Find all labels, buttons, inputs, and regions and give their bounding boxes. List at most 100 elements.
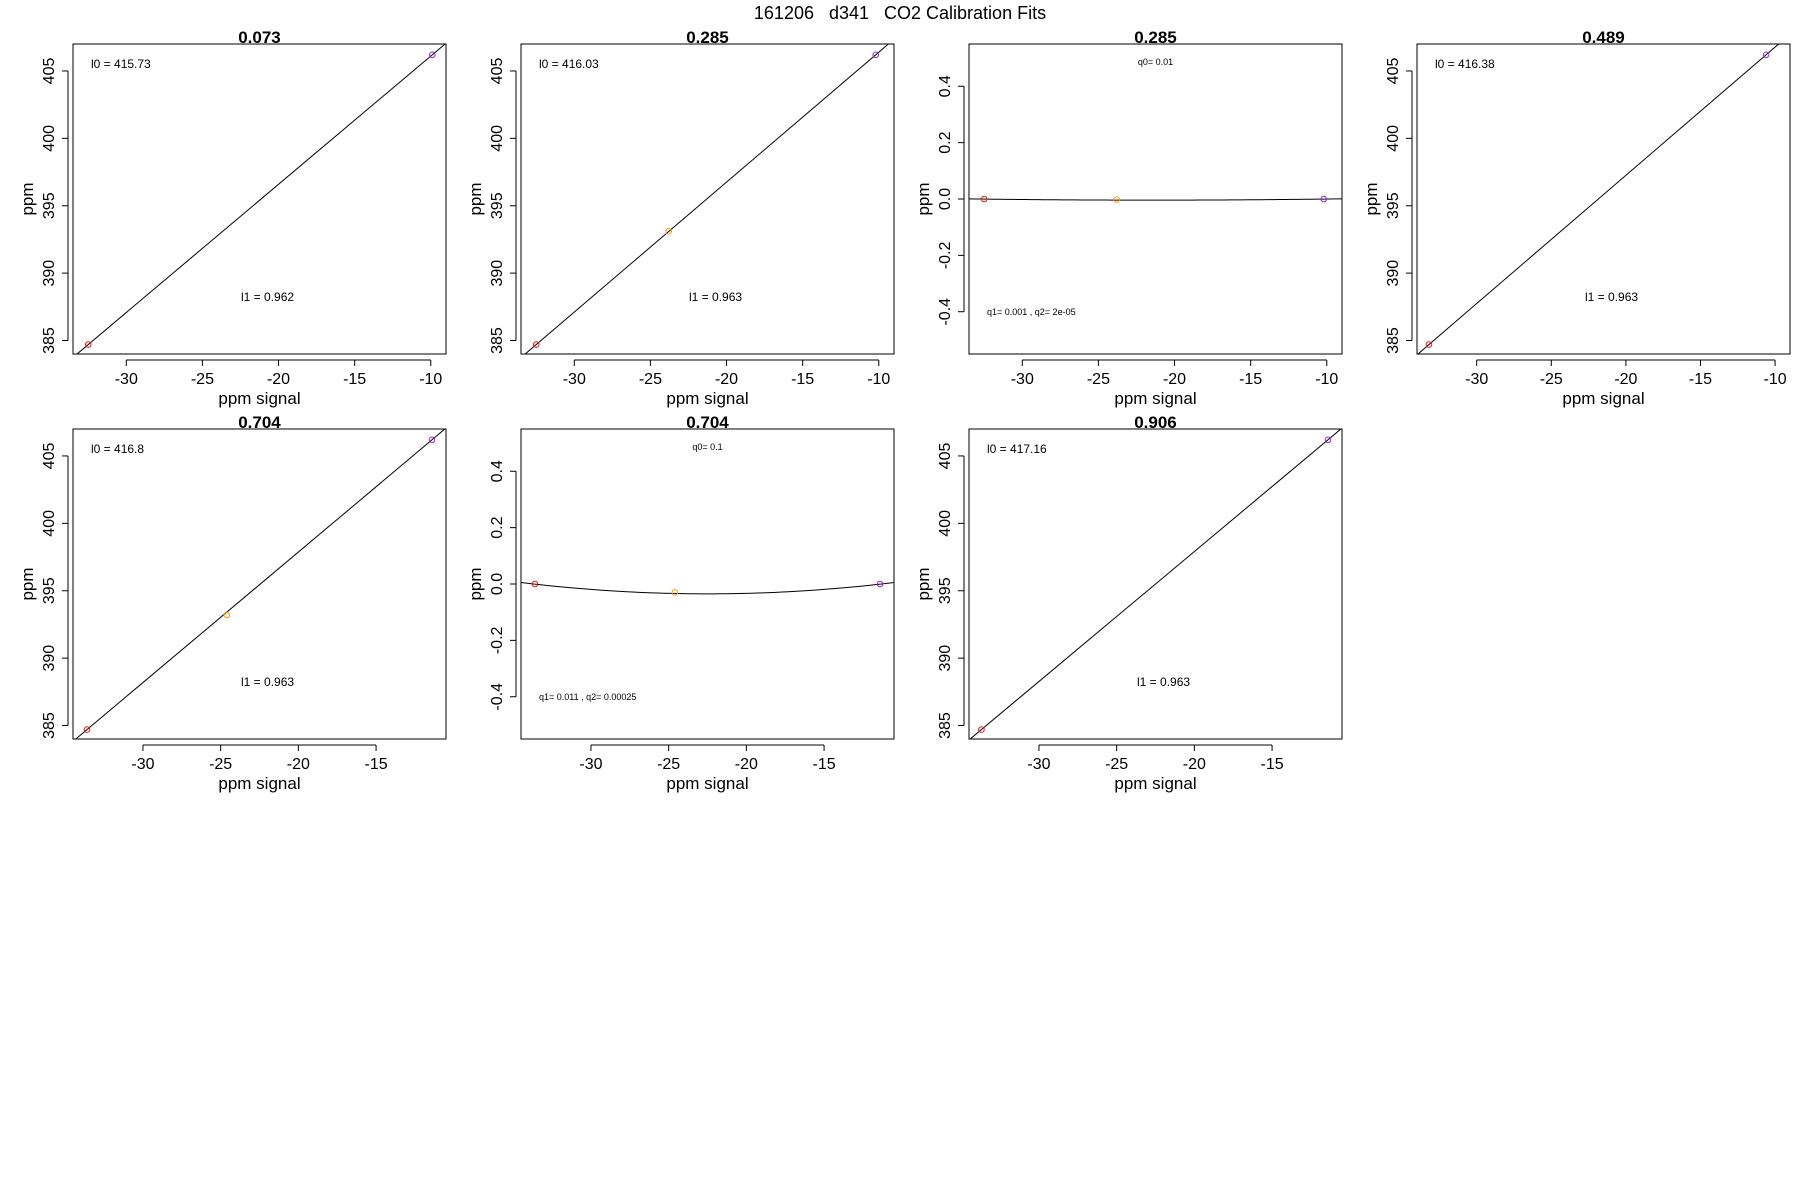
x-axis-label: ppm signal	[1114, 389, 1196, 408]
x-tick-label: -10	[867, 371, 890, 388]
x-tick-label: -20	[1183, 756, 1206, 773]
fit-annotation: l0 = 417.16	[987, 442, 1047, 456]
chart-panel-1: 0.073 -30 -25 -20 -15 -10 ppm signal 385 390 395 4…	[18, 28, 447, 408]
chart-panel-3: 0.285 -30 -25 -20 -15 -10 ppm signal -0.4 -0.2 0.…	[914, 28, 1343, 408]
chart-panel-6: 0.704 -30 -25 -20 -15 ppm signal -0.4 -0.2 0.0 0.…	[466, 413, 895, 793]
plot-frame	[968, 428, 1343, 740]
fit-annotation: q1= 0.001 , q2= 2e-05	[987, 307, 1076, 317]
fit-annotation: l0 = 416.38	[1435, 57, 1495, 71]
data-point-2	[1324, 436, 1332, 444]
chart-panel-5: 0.704 -30 -25 -20 -15 ppm signal 385 390 395 400 4…	[18, 413, 447, 793]
y-tick-label: -0.2	[489, 626, 506, 654]
plot-frame	[1416, 43, 1791, 355]
panel-title: 0.704	[686, 413, 729, 432]
y-tick-label: 405	[41, 443, 58, 470]
fit-annotation: q0= 0.01	[1138, 57, 1173, 67]
plot-frame	[72, 43, 447, 355]
y-tick-label: 395	[41, 577, 58, 604]
x-tick-label: -15	[365, 756, 388, 773]
x-tick-label: -25	[1087, 371, 1110, 388]
data-point-2	[1762, 51, 1770, 59]
y-tick-label: 395	[489, 192, 506, 219]
x-tick-label: -20	[1163, 371, 1186, 388]
fit-annotation: l0 = 416.8	[91, 442, 144, 456]
y-tick-label: 390	[937, 645, 954, 672]
data-point-3	[876, 580, 884, 588]
x-tick-label: -15	[1239, 371, 1262, 388]
y-tick-label: 390	[1385, 260, 1402, 287]
x-tick-label: -30	[1465, 371, 1488, 388]
x-tick-label: -30	[579, 756, 602, 773]
x-axis-label: ppm signal	[1114, 774, 1196, 793]
x-tick-label: -15	[791, 371, 814, 388]
y-tick-label: 400	[489, 125, 506, 152]
y-tick-label: 385	[489, 327, 506, 354]
y-axis-label: ppm	[18, 182, 37, 215]
y-tick-label: 385	[41, 712, 58, 739]
x-tick-label: -15	[1689, 371, 1712, 388]
y-tick-label: 385	[937, 712, 954, 739]
y-tick-label: 395	[41, 192, 58, 219]
data-point-1	[980, 195, 988, 203]
x-tick-label: -30	[131, 756, 154, 773]
x-tick-label: -10	[1764, 371, 1787, 388]
fit-line	[969, 198, 1342, 201]
data-point-2	[671, 589, 679, 596]
y-tick-label: -0.4	[937, 298, 954, 326]
x-axis-label: ppm signal	[218, 774, 300, 793]
panel-title: 0.285	[1134, 28, 1177, 47]
x-tick-label: -25	[209, 756, 232, 773]
y-tick-label: 400	[1385, 125, 1402, 152]
x-tick-label: -20	[287, 756, 310, 773]
x-tick-label: -20	[715, 371, 738, 388]
fit-line	[521, 582, 894, 595]
y-tick-label: -0.2	[937, 241, 954, 269]
x-tick-label: -20	[735, 756, 758, 773]
y-axis-label: ppm	[914, 182, 933, 215]
x-tick-label: -15	[343, 371, 366, 388]
fit-annotation: l0 = 416.03	[539, 57, 599, 71]
fit-annotation: l1 = 0.963	[689, 290, 742, 304]
data-point-1	[1425, 341, 1433, 348]
y-tick-label: 395	[1385, 192, 1402, 219]
plot-frame	[968, 43, 1343, 355]
y-tick-label: 405	[1385, 58, 1402, 85]
panel-title: 0.489	[1582, 28, 1625, 47]
plot-frame	[520, 43, 895, 355]
fit-line	[74, 429, 446, 739]
data-point-2	[1113, 196, 1120, 203]
x-tick-label: -30	[1011, 371, 1034, 388]
data-point-1	[978, 726, 985, 733]
fit-line	[1417, 44, 1780, 354]
figure-title: 161206 d341 CO2 Calibration Fits	[753, 3, 1047, 23]
x-tick-label: -15	[813, 756, 836, 773]
x-tick-label: -30	[1027, 756, 1050, 773]
panel-title: 0.906	[1134, 413, 1177, 432]
y-tick-label: 395	[937, 577, 954, 604]
x-axis-label: ppm signal	[666, 389, 748, 408]
x-tick-label: -25	[191, 371, 214, 388]
x-axis-label: ppm signal	[666, 774, 748, 793]
y-tick-label: 0.0	[489, 573, 506, 595]
chart-panel-4: 0.489 -30 -25 -20 -15 -10 ppm signal 385 390 395 4…	[1362, 28, 1791, 408]
x-tick-label: -10	[1315, 371, 1338, 388]
data-point-3	[872, 51, 880, 59]
plot-frame	[520, 428, 895, 740]
x-tick-label: -10	[419, 371, 442, 388]
fit-annotation: l1 = 0.962	[241, 290, 294, 304]
data-point-1	[532, 341, 540, 348]
y-tick-label: 0.4	[489, 460, 506, 482]
y-axis-label: ppm	[914, 567, 933, 600]
y-tick-label: 0.0	[937, 188, 954, 210]
fit-annotation: q0= 0.1	[692, 442, 722, 452]
fit-annotation: l0 = 415.73	[91, 57, 151, 71]
y-axis-label: ppm	[1362, 182, 1381, 215]
data-point-3	[1320, 195, 1328, 203]
y-tick-label: 390	[41, 645, 58, 672]
x-tick-label: -25	[1540, 371, 1563, 388]
fit-line	[76, 44, 446, 354]
panel-title: 0.285	[686, 28, 729, 47]
y-axis-label: ppm	[466, 182, 485, 215]
plot-frame	[72, 428, 447, 740]
